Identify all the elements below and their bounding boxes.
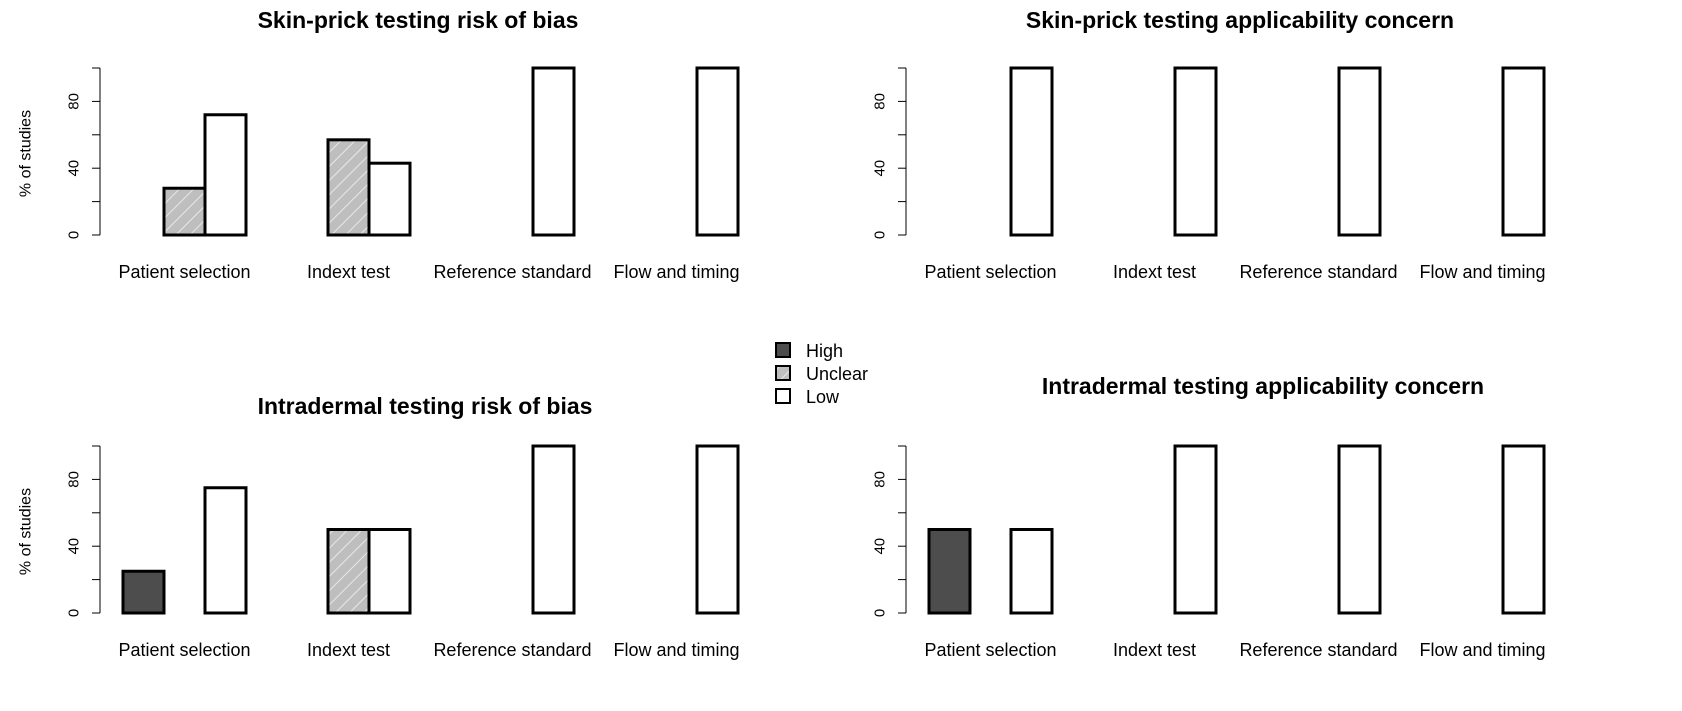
chart-panel-4: Intradermal testing applicability concer…: [872, 373, 1546, 660]
chart-title: Intradermal testing risk of bias: [258, 393, 593, 419]
bar-group-patient-selection: [1009, 66, 1054, 237]
legend-item-high: High: [775, 341, 843, 361]
bar-group-flow-and-timing: [1501, 66, 1546, 237]
bar-high: [121, 569, 166, 615]
bar-low: [1173, 66, 1218, 237]
x-category-label: Flow and timing: [613, 262, 739, 282]
x-category-label: Reference standard: [433, 640, 591, 660]
bar-low: [203, 113, 248, 237]
bar-low: [367, 528, 412, 615]
bar-unclear: [326, 138, 371, 237]
y-tick-label: 80: [66, 93, 83, 110]
y-tick-label: 0: [66, 231, 83, 239]
y-tick-label: 40: [872, 538, 889, 555]
x-category-label: Reference standard: [1239, 262, 1397, 282]
y-tick-label: 80: [872, 93, 889, 110]
bar-group-reference-standard: [1337, 66, 1382, 237]
bar-low: [531, 66, 576, 237]
bar-low: [203, 486, 248, 615]
bar-group-flow-and-timing: [695, 66, 740, 237]
bar-low: [695, 66, 740, 237]
y-tick-label: 80: [872, 471, 889, 488]
bar-group-indext-test: [1173, 66, 1218, 237]
legend-item-unclear: Unclear: [775, 364, 868, 384]
legend-swatch-unclear: [775, 365, 791, 381]
x-category-label: Flow and timing: [613, 640, 739, 660]
legend-label-low: Low: [806, 387, 840, 407]
x-category-label: Indext test: [307, 640, 390, 660]
chart-title: Skin-prick testing applicability concern: [1026, 7, 1454, 33]
bar-low: [1501, 444, 1546, 615]
x-category-label: Patient selection: [118, 640, 250, 660]
bar-group-indext-test: [1173, 444, 1218, 615]
x-category-label: Indext test: [1113, 640, 1196, 660]
bar-low: [1337, 66, 1382, 237]
y-axis-label: % of studies: [18, 488, 35, 575]
bar-low: [1009, 66, 1054, 237]
bar-high: [927, 528, 972, 615]
chart-title: Skin-prick testing risk of bias: [258, 7, 579, 33]
bar-group-reference-standard: [531, 66, 576, 237]
y-tick-label: 80: [66, 471, 83, 488]
bar-group-flow-and-timing: [695, 444, 740, 615]
bar-group-reference-standard: [1337, 444, 1382, 615]
bar-group-patient-selection: [162, 113, 248, 237]
y-tick-label: 40: [66, 538, 83, 555]
y-tick-label: 0: [872, 231, 889, 239]
bar-group-indext-test: [326, 528, 412, 615]
legend: High Unclear Low: [775, 341, 868, 407]
y-tick-label: 0: [66, 609, 83, 617]
bar-group-indext-test: [326, 138, 412, 237]
legend-label-unclear: Unclear: [806, 364, 868, 384]
y-tick-label: 0: [872, 609, 889, 617]
x-category-label: Indext test: [1113, 262, 1196, 282]
x-category-label: Flow and timing: [1419, 262, 1545, 282]
bar-group-flow-and-timing: [1501, 444, 1546, 615]
bar-low: [695, 444, 740, 615]
legend-swatch-high: [775, 342, 791, 358]
bar-unclear: [326, 528, 371, 615]
chart-panel-1: Skin-prick testing risk of bias 0 40 80 % of…: [18, 7, 740, 282]
bar-low: [531, 444, 576, 615]
x-category-label: Reference standard: [1239, 640, 1397, 660]
bar-group-reference-standard: [531, 444, 576, 615]
chart-title: Intradermal testing applicability concer…: [1042, 373, 1484, 399]
chart-panel-2: Skin-prick testing applicability concern…: [872, 7, 1546, 282]
bar-low: [1501, 66, 1546, 237]
legend-label-high: High: [806, 341, 843, 361]
chart-panel-3: Intradermal testing risk of bias 0 40 80 % o…: [18, 393, 740, 660]
bar-low: [367, 161, 412, 237]
y-tick-label: 40: [872, 160, 889, 177]
y-tick-label: 40: [66, 160, 83, 177]
legend-item-low: Low: [775, 387, 840, 407]
x-category-label: Flow and timing: [1419, 640, 1545, 660]
legend-swatch-low: [775, 388, 791, 404]
y-axis-label: % of studies: [18, 110, 35, 197]
x-category-label: Patient selection: [924, 640, 1056, 660]
bar-unclear: [162, 186, 207, 237]
bar-group-patient-selection: [927, 528, 1054, 615]
bar-low: [1173, 444, 1218, 615]
x-category-label: Patient selection: [118, 262, 250, 282]
bar-low: [1009, 528, 1054, 615]
x-category-label: Indext test: [307, 262, 390, 282]
bar-low: [1337, 444, 1382, 615]
bar-group-patient-selection: [121, 486, 248, 615]
x-category-label: Reference standard: [433, 262, 591, 282]
x-category-label: Patient selection: [924, 262, 1056, 282]
